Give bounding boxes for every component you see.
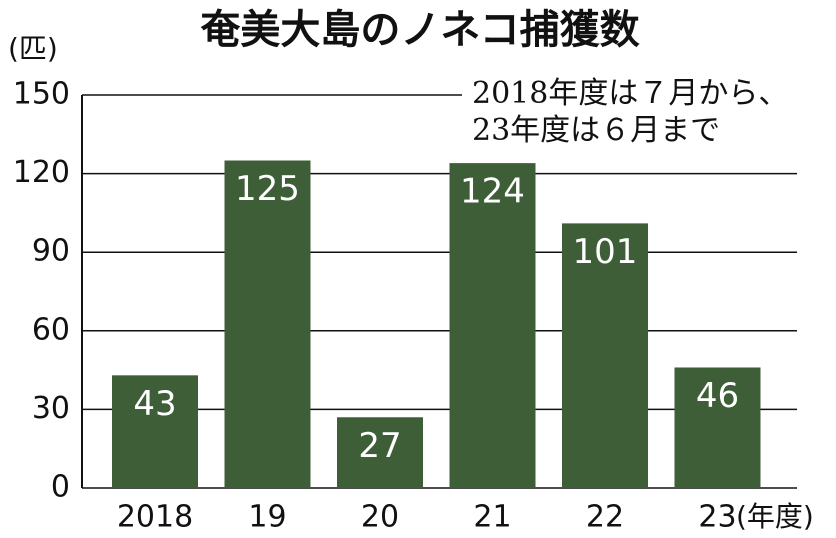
y-tick-label: 150 bbox=[13, 77, 70, 112]
bar bbox=[449, 163, 536, 488]
annotation: 23年度は６月まで bbox=[472, 113, 720, 148]
plot: 0 30 60 90 120 150 2018 43 19 125 20 27 21 124 22 101 23… bbox=[13, 77, 797, 535]
x-unit: (年度) bbox=[736, 500, 814, 533]
bar bbox=[337, 417, 423, 488]
y-tick-label: 60 bbox=[32, 312, 70, 347]
y-tick-label: 120 bbox=[13, 155, 70, 190]
chart-title: 奄美大島のノネコ捕獲数 bbox=[200, 7, 639, 53]
y-tick-label: 90 bbox=[32, 234, 70, 269]
annotation-bg bbox=[462, 72, 834, 162]
x-tick-label: 19 bbox=[248, 500, 286, 535]
value-label: 125 bbox=[235, 169, 300, 209]
x-tick-label: 20 bbox=[361, 500, 399, 535]
y-tick-label: 0 bbox=[51, 470, 70, 505]
x-tick-label: 22 bbox=[586, 500, 624, 535]
value-label: 124 bbox=[460, 172, 525, 212]
x-tick-label: 23 bbox=[698, 500, 736, 535]
annotation: 2018年度は７月から、 bbox=[472, 76, 788, 111]
y-tick-label: 30 bbox=[32, 391, 70, 426]
bar bbox=[224, 160, 311, 488]
value-label: 46 bbox=[696, 376, 739, 416]
bar bbox=[112, 375, 198, 488]
y-unit: (匹) bbox=[8, 32, 58, 65]
x-tick-label: 21 bbox=[473, 500, 511, 535]
value-label: 27 bbox=[358, 426, 401, 466]
x-tick-label: 2018 bbox=[117, 500, 193, 535]
bar bbox=[674, 367, 761, 488]
value-label: 43 bbox=[133, 384, 176, 424]
bar bbox=[562, 223, 648, 488]
value-label: 101 bbox=[573, 232, 638, 272]
